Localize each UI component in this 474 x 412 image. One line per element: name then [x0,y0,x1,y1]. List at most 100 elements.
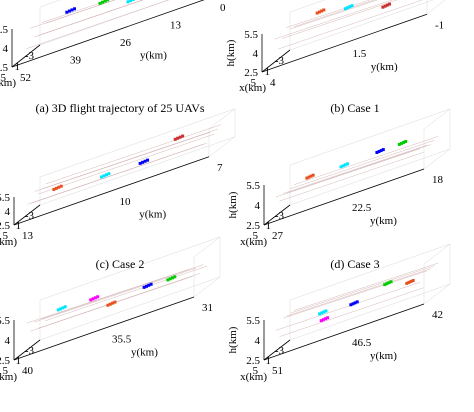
panel-3: 5.5 4 2.5 h(km) 51-3 x(km) 13 10 7 y(km) [0,108,236,248]
x-tick-label: -3 [275,210,285,222]
trajectory-line [37,0,143,36]
uav-marker [70,8,74,12]
uav-marker [323,317,327,321]
uav-marker [113,300,117,304]
uav-marker [339,165,343,169]
y-tick-label: 40 [22,365,34,377]
uav-marker [345,162,349,166]
y-axis-label: y(km) [139,208,166,220]
uav-marker [404,139,408,143]
trajectory-line [34,131,211,192]
uav-marker [377,149,381,153]
x-axis-line [263,339,291,361]
z-tick-label: 2.5 [246,220,260,232]
y-axis-line [11,0,205,68]
uav-marker [399,141,403,145]
x-tick-label: 5 [3,365,9,377]
uav-marker [108,302,112,306]
trajectory-line [37,273,200,329]
uav-marker [178,135,182,139]
uav-marker [381,148,385,152]
z-tick-label: 2.5 [246,355,260,367]
uav-marker [407,280,411,284]
uav-marker [149,282,153,286]
y-tick-label: 13 [22,230,34,242]
y-tick-label: 26 [120,37,132,49]
panel-2: 5.5 4 2.5 h(km) 51 -3 x(km) 4 1.5 -1 y(km) [225,0,446,94]
x-axis-label: x(km) [240,236,267,248]
z-tick-label: 5.5 [244,29,258,41]
uav-marker [320,311,324,315]
uav-marker [170,276,174,280]
trajectory-line [290,0,378,30]
uav-marker [319,319,323,323]
z-tick-label: 4 [255,335,261,347]
uav-marker [381,5,385,9]
trajectory-line [293,0,376,28]
trajectory-line [274,0,393,40]
uav-marker [146,158,150,162]
box-edge [423,243,451,265]
trajectory-line [279,287,424,337]
uav-marker [173,137,177,141]
uav-marker [305,176,309,180]
uav-marker [387,281,391,285]
uav-marker [89,298,93,302]
uav-marker [65,10,69,14]
trajectory-line [41,0,110,23]
x-tick-label: 5 [3,230,9,242]
trajectory-line [34,267,197,323]
z-tick-label: 4 [255,200,261,212]
x-axis-label: x(km) [0,371,17,383]
z-axis-label: h(km) [225,39,237,66]
x-tick-label: -3 [25,210,35,222]
x-tick-label: 1 [266,220,272,232]
uav-marker [63,305,67,309]
box-edge [208,136,236,157]
box-edge [289,243,451,301]
uav-marker [402,140,406,144]
y-tick-label: -1 [435,19,444,31]
uav-marker [351,302,355,306]
uav-marker [141,160,145,164]
box-edge [423,108,451,130]
uav-marker [311,173,315,177]
trajectory-line [290,265,435,314]
uav-marker [100,175,104,179]
figure-caption: (d) Case 3 [330,257,379,271]
z-tick-label: 5.5 [0,192,11,204]
z-axis-label: h(km) [227,326,239,353]
panel-4: 5.5 4 2.5 h(km) 51-3 x(km) 27 22.5 18 y(km) [227,108,451,248]
box-edge [423,283,451,305]
uav-marker [324,309,328,313]
x-axis-line [261,49,291,73]
uav-marker [103,0,107,3]
uav-marker [166,278,170,282]
z-tick-label: 5.5 [0,315,11,327]
uav-marker [355,300,359,304]
uav-marker [57,185,61,189]
uav-marker [348,5,352,9]
x-tick-label: 1 [16,220,22,232]
y-tick-label: 51 [272,365,283,377]
x-axis-label: x(km) [240,371,267,383]
uav-marker [67,9,71,13]
uav-marker [383,283,387,287]
x-tick-label: 5 [251,77,257,89]
x-tick-label: 5 [1,72,7,84]
y-tick-label: 7 [217,162,223,174]
trajectory-line [286,0,371,28]
z-tick-label: 4 [5,335,11,347]
y-tick-label: 10 [120,196,132,208]
box-edge [39,236,221,301]
y-tick-label: 0 [220,2,226,14]
y-axis-line [261,13,428,73]
box-edge [39,136,236,206]
uav-marker [388,2,392,6]
z-axis-label: h(km) [227,191,239,218]
uav-marker [106,0,110,2]
trajectory-line [290,140,435,189]
uav-marker [353,301,357,305]
